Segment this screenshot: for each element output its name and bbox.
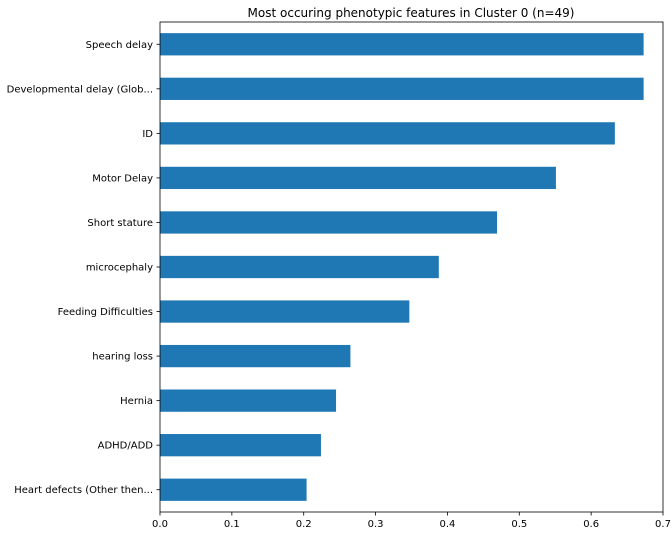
bar — [160, 122, 615, 145]
chart-title: Most occuring phenotypic features in Clu… — [248, 6, 575, 20]
axes-frame — [159, 21, 664, 513]
y-tick-label: Speech delay — [86, 40, 153, 51]
bar — [160, 211, 498, 234]
bar — [160, 255, 439, 279]
y-axis-ticks: Speech delay Developmental delay (Glob...… — [7, 40, 160, 496]
y-tick-label: Heart defects (Other then... — [14, 485, 153, 496]
y-tick-label: Motor Delay — [92, 173, 153, 184]
y-tick-label: Short stature — [87, 218, 153, 229]
y-tick-label: Hernia — [120, 396, 153, 407]
y-tick-label: ID — [142, 129, 153, 140]
bar — [160, 33, 644, 56]
y-tick-label: hearing loss — [92, 352, 153, 363]
y-tick-label: Developmental delay (Glob... — [7, 84, 153, 95]
x-tick-label: 0.3 — [368, 519, 384, 530]
x-axis-ticks: 0.0 0.1 0.2 0.3 0.4 0.5 0.6 0.7 — [152, 512, 671, 530]
x-tick-label: 0.5 — [511, 519, 527, 530]
x-tick-label: 0.2 — [296, 519, 312, 530]
x-tick-label: 0.7 — [655, 519, 671, 530]
x-tick-label: 0.1 — [224, 519, 240, 530]
y-tick-label: microcephaly — [86, 263, 153, 274]
y-tick-label: ADHD/ADD — [98, 441, 154, 452]
y-tick-label: Feeding Difficulties — [58, 307, 153, 318]
bar — [160, 478, 307, 501]
bar — [160, 344, 351, 368]
plot-frame — [159, 21, 664, 513]
bar — [160, 389, 337, 412]
x-tick-label: 0.4 — [439, 519, 455, 530]
bar — [160, 166, 556, 190]
bar — [160, 434, 321, 457]
x-tick-label: 0.0 — [152, 519, 168, 530]
bar — [160, 77, 644, 100]
x-tick-label: 0.6 — [583, 519, 599, 530]
bar — [160, 300, 410, 323]
bars-layer — [160, 33, 644, 501]
